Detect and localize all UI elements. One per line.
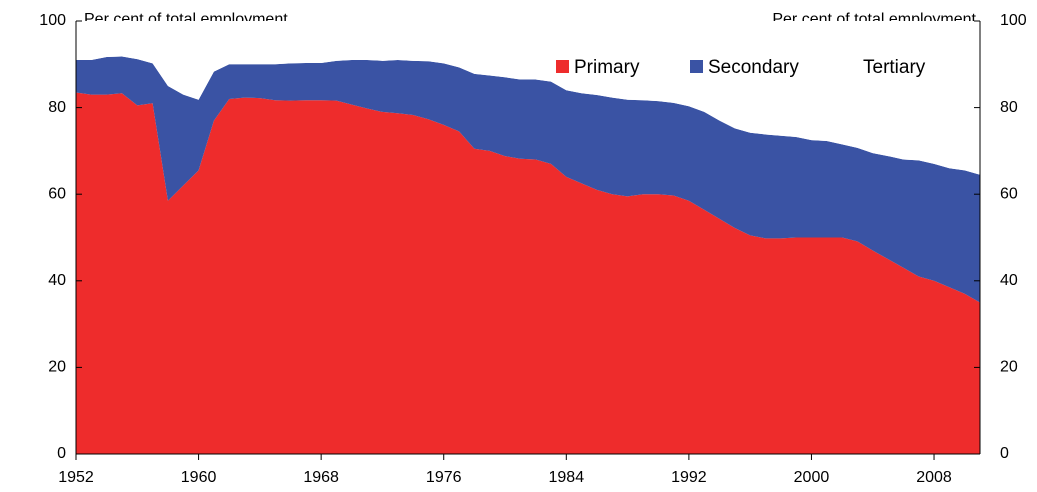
y2-tick-label: 0 [1000, 445, 1009, 462]
y2-tick-label: 80 [1000, 99, 1018, 116]
y-tick-label: 0 [57, 445, 66, 462]
y-tick-label: 80 [48, 99, 66, 116]
legend-label: Tertiary [863, 57, 926, 78]
x-tick-label: 1960 [181, 469, 217, 486]
x-tick-label: 1984 [549, 469, 585, 486]
x-tick-label: 1976 [426, 469, 462, 486]
legend-swatch [556, 60, 569, 73]
x-tick-label: 2000 [794, 469, 830, 486]
y-tick-label: 20 [48, 359, 66, 376]
area [76, 92, 980, 454]
area [76, 21, 980, 175]
y-tick-label: 60 [48, 185, 66, 202]
y2-tick-label: 20 [1000, 359, 1018, 376]
legend-label: Secondary [708, 57, 799, 78]
y-tick-label: 100 [39, 12, 66, 29]
x-tick-label: 1952 [58, 469, 94, 486]
area [76, 56, 980, 303]
y-tick-label: 40 [48, 272, 66, 289]
y2-tick-label: 100 [1000, 12, 1027, 29]
legend-swatch [845, 60, 858, 73]
x-tick-label: 2008 [916, 469, 952, 486]
legend-swatch [690, 60, 703, 73]
y2-tick-label: 40 [1000, 272, 1018, 289]
legend-label: Primary [574, 57, 640, 78]
y2-tick-label: 60 [1000, 185, 1018, 202]
x-tick-label: 1992 [671, 469, 707, 486]
x-tick-label: 1968 [303, 469, 339, 486]
